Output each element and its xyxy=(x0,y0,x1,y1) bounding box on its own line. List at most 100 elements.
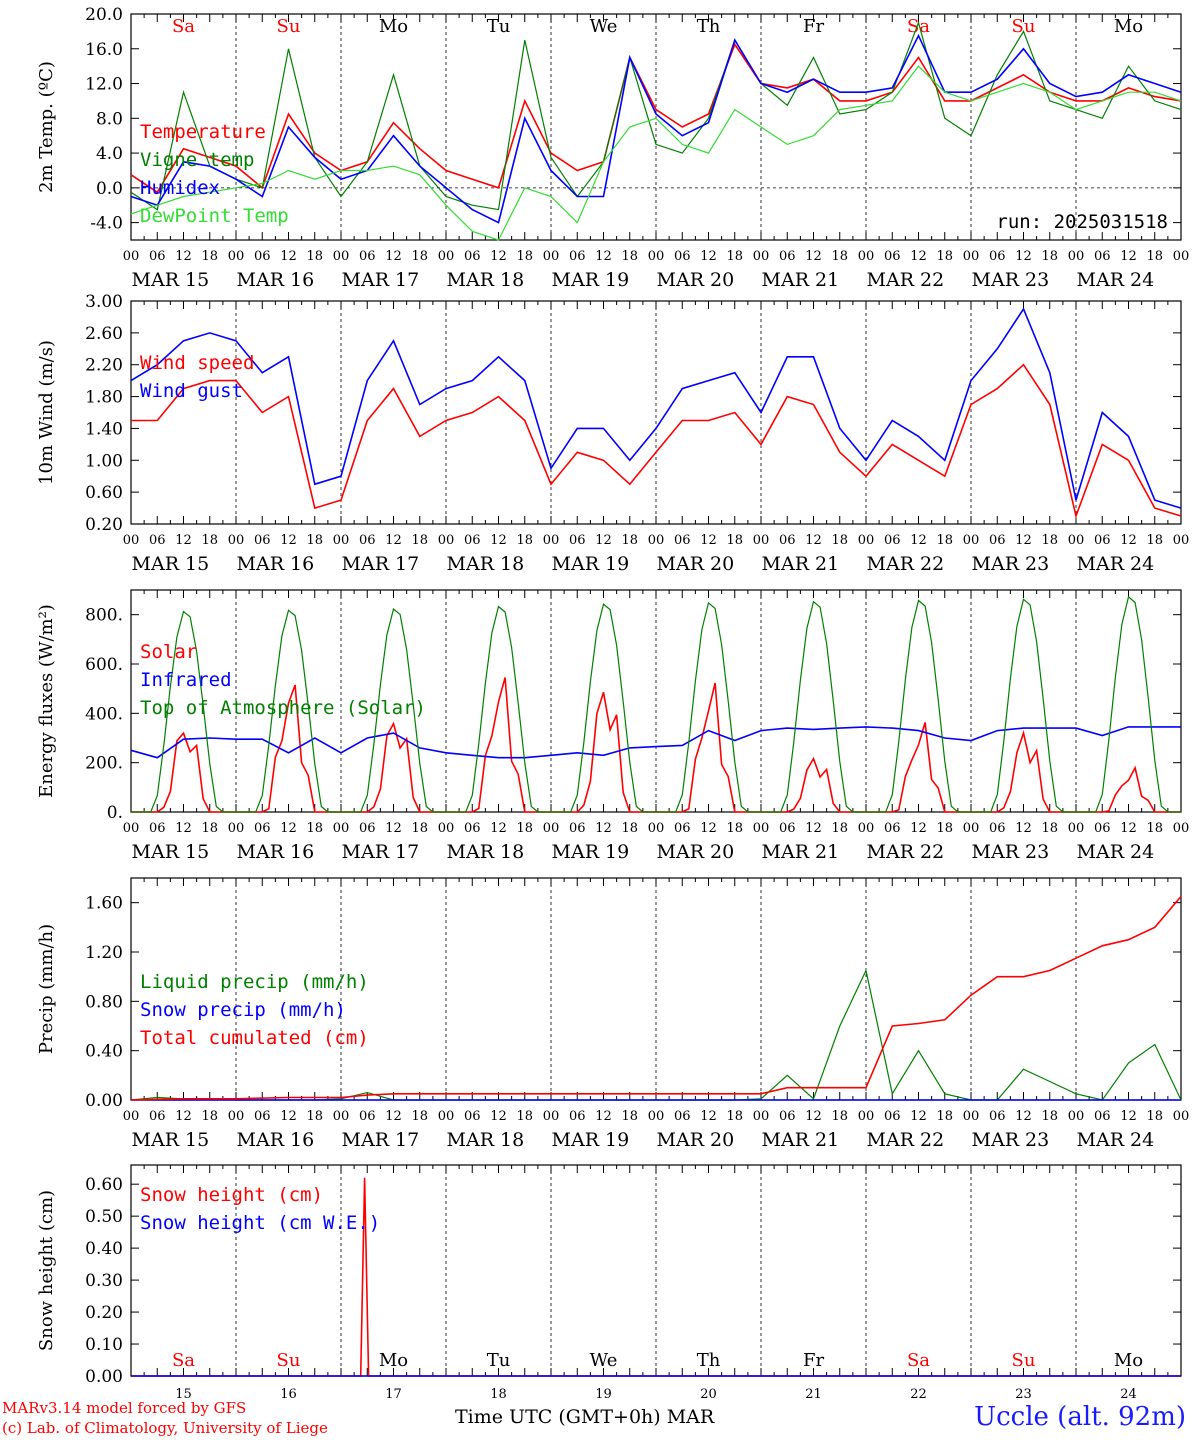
date-label: MAR 24 xyxy=(1077,269,1155,291)
hour-tick-label: 06 xyxy=(464,249,481,264)
hour-tick-label: 12 xyxy=(385,533,402,548)
series-line-wind-speed xyxy=(131,363,1182,519)
run-label: run: 2025031518 xyxy=(996,211,1168,233)
date-label: MAR 19 xyxy=(552,1129,630,1151)
legend-entry: Solar xyxy=(140,641,197,663)
date-label: MAR 19 xyxy=(552,841,630,863)
hour-tick-label: 18 xyxy=(726,821,743,836)
hour-tick-label: 00 xyxy=(648,533,665,548)
hour-tick-label: 12 xyxy=(280,1109,297,1124)
hour-tick-label: 12 xyxy=(595,821,612,836)
hour-tick-label: 12 xyxy=(700,249,717,264)
day-abbr: Fr xyxy=(803,16,824,37)
hour-tick-label: 00 xyxy=(333,249,350,264)
day-abbr: Mo xyxy=(379,1350,408,1371)
y-tick-label: 8.0 xyxy=(96,109,123,129)
hour-tick-label: 00 xyxy=(228,1109,245,1124)
hour-tick-label: 18 xyxy=(1041,1109,1058,1124)
y-tick-label: 0.50 xyxy=(85,1207,123,1227)
y-tick-label: 16.0 xyxy=(85,40,123,60)
hour-tick-label: 06 xyxy=(779,533,796,548)
hour-tick-label: 06 xyxy=(569,533,586,548)
y-tick-label: 600. xyxy=(85,655,123,675)
hour-tick-label: 06 xyxy=(989,533,1006,548)
date-label: MAR 21 xyxy=(762,1129,840,1151)
day-number-label: 24 xyxy=(1120,1387,1137,1402)
hour-tick-label: 06 xyxy=(254,533,271,548)
y-tick-label: 0.40 xyxy=(85,1042,123,1062)
hour-tick-label: 18 xyxy=(936,249,953,264)
hour-tick-label: 12 xyxy=(385,249,402,264)
hour-tick-label: 12 xyxy=(280,249,297,264)
y-tick-label: 0.30 xyxy=(85,1271,123,1291)
day-abbr: Su xyxy=(1012,1350,1036,1371)
legend-entry: Humidex xyxy=(140,177,220,199)
hour-tick-label: 00 xyxy=(543,821,560,836)
hour-tick-label: 12 xyxy=(910,533,927,548)
date-label: MAR 16 xyxy=(237,269,315,291)
hour-tick-label: 06 xyxy=(1094,533,1111,548)
hour-tick-label: 06 xyxy=(989,1109,1006,1124)
date-label: MAR 23 xyxy=(972,1129,1050,1151)
panel-4: 1.60 1.20 0.80 0.40 0.00 Precip (mm/h) Liquid … xyxy=(36,877,1189,1151)
date-label: MAR 15 xyxy=(132,841,210,863)
date-label: MAR 18 xyxy=(447,269,525,291)
series-line-dewpoint-temp xyxy=(130,65,1182,241)
y-tick-label: 0.10 xyxy=(85,1335,123,1355)
day-abbr: Sa xyxy=(907,1350,930,1371)
date-label: MAR 20 xyxy=(657,1129,735,1151)
hour-tick-label: 12 xyxy=(175,533,192,548)
panel-1: 20.0 16.0 12.0 8.0 4.0 0.0 -4.0 2m Temp. (ºC) Sa… xyxy=(36,5,1189,291)
hour-tick-label: 12 xyxy=(700,821,717,836)
hour-tick-label: 18 xyxy=(201,249,218,264)
hour-tick-label: 06 xyxy=(464,1109,481,1124)
hour-tick-label: 12 xyxy=(805,249,822,264)
date-label: MAR 21 xyxy=(762,553,840,575)
hour-tick-label: 06 xyxy=(779,1109,796,1124)
hour-tick-label: 00 xyxy=(1068,821,1085,836)
hour-tick-label: 06 xyxy=(569,821,586,836)
hour-tick-label: 18 xyxy=(621,533,638,548)
hour-tick-label: 12 xyxy=(805,1109,822,1124)
hour-tick-label: 12 xyxy=(1015,533,1032,548)
date-label: MAR 15 xyxy=(132,269,210,291)
hour-tick-label: 18 xyxy=(831,1109,848,1124)
series-line-top-of-atmosphere-solar- xyxy=(131,595,1181,813)
hour-tick-label: 00 xyxy=(1068,1109,1085,1124)
hour-tick-label: 12 xyxy=(490,1109,507,1124)
hour-tick-label: 18 xyxy=(201,821,218,836)
y-tick-label: 0.0 xyxy=(96,179,123,199)
date-label: MAR 24 xyxy=(1077,1129,1155,1151)
date-label: MAR 20 xyxy=(657,269,735,291)
day-abbr: Th xyxy=(697,16,721,37)
hour-tick-label: 00 xyxy=(858,249,875,264)
y-tick-label: -4.0 xyxy=(90,214,123,234)
hour-tick-label: 18 xyxy=(1041,533,1058,548)
hour-tick-label: 00 xyxy=(1173,821,1190,836)
legend-entry: Liquid precip (mm/h) xyxy=(140,971,369,993)
hour-tick-label: 18 xyxy=(516,533,533,548)
date-label: MAR 22 xyxy=(867,841,945,863)
date-label: MAR 15 xyxy=(132,1129,210,1151)
hour-tick-label: 00 xyxy=(438,249,455,264)
panel-5: 0.60 0.50 0.40 0.30 0.20 0.10 0.00 Snow height … xyxy=(36,1164,1182,1402)
date-label: MAR 18 xyxy=(447,841,525,863)
hour-tick-label: 18 xyxy=(516,1109,533,1124)
hour-tick-label: 06 xyxy=(674,1109,691,1124)
legend-entry: DewPoint Temp xyxy=(140,205,289,227)
date-label: MAR 15 xyxy=(132,553,210,575)
hour-tick-label: 18 xyxy=(411,1109,428,1124)
day-number-label: 18 xyxy=(490,1387,507,1402)
date-label: MAR 17 xyxy=(342,1129,420,1151)
hour-tick-label: 00 xyxy=(333,1109,350,1124)
hour-tick-label: 06 xyxy=(1094,821,1111,836)
y-tick-label: 0. xyxy=(107,803,123,823)
day-number-label: 19 xyxy=(595,1387,612,1402)
hour-tick-label: 18 xyxy=(831,533,848,548)
hour-tick-label: 06 xyxy=(674,533,691,548)
hour-tick-label: 00 xyxy=(963,249,980,264)
y-tick-label: 2.20 xyxy=(85,356,123,376)
hour-tick-label: 12 xyxy=(700,1109,717,1124)
date-label: MAR 22 xyxy=(867,1129,945,1151)
hour-tick-label: 00 xyxy=(858,1109,875,1124)
